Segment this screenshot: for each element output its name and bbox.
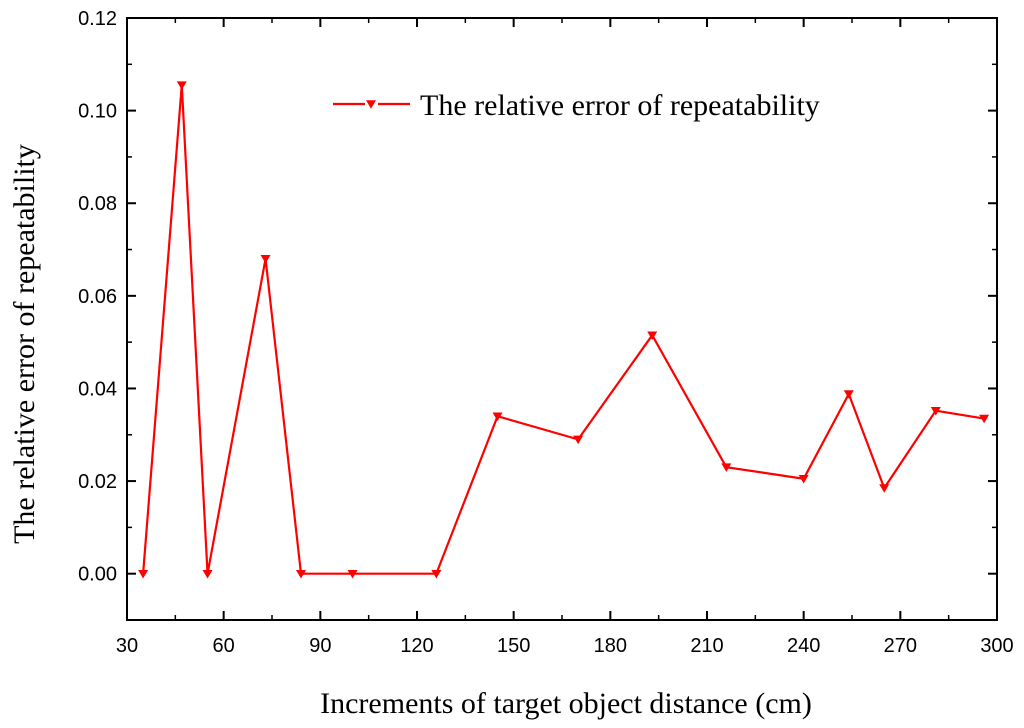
data-point [979,414,990,424]
series-layer [138,81,990,579]
data-point [138,569,149,579]
y-tick-label: 0.04 [78,378,117,400]
data-point [930,406,941,416]
data-point [176,81,187,90]
data-point [260,255,271,264]
x-tick-label: 120 [400,635,433,657]
y-tick-label: 0.08 [78,193,117,215]
series-line [142,85,985,575]
y-tick-label: 0.12 [78,8,117,30]
y-tick-label: 0.06 [78,286,117,308]
data-point [347,569,358,579]
x-tick-label: 240 [787,635,820,657]
data-point [296,569,306,579]
data-point [431,569,442,579]
legend: The relative error of repeatability [333,89,820,122]
y-tick-label: 0.00 [78,564,117,586]
y-tick-label: 0.02 [78,471,117,493]
data-point [492,412,503,421]
x-tick-label: 300 [980,635,1013,657]
legend-marker [366,100,376,109]
data-point [202,569,213,579]
x-tick-label: 90 [309,635,331,657]
data-point [798,475,809,484]
legend-label: The relative error of repeatability [420,89,820,122]
x-axis-ticks: 30 60 90 120 150 180 210 240 270 300 [116,18,1014,657]
y-axis-ticks: 0.00 0.02 0.04 0.06 0.08 0.10 0.12 [78,8,997,586]
x-tick-label: 180 [594,635,627,657]
data-point [573,435,584,445]
data-point [879,484,890,493]
x-tick-label: 210 [690,635,723,657]
data-point [647,331,658,340]
y-tick-label: 0.10 [78,101,117,123]
y-axis-title: The relative error of repeatability [8,144,41,544]
x-tick-label: 30 [116,635,138,657]
data-point [721,463,732,472]
data-point [843,390,854,399]
x-tick-label: 60 [213,635,235,657]
x-axis-title: Increments of target object distance (cm… [320,687,812,720]
x-tick-label: 150 [497,635,530,657]
x-tick-label: 270 [884,635,917,657]
